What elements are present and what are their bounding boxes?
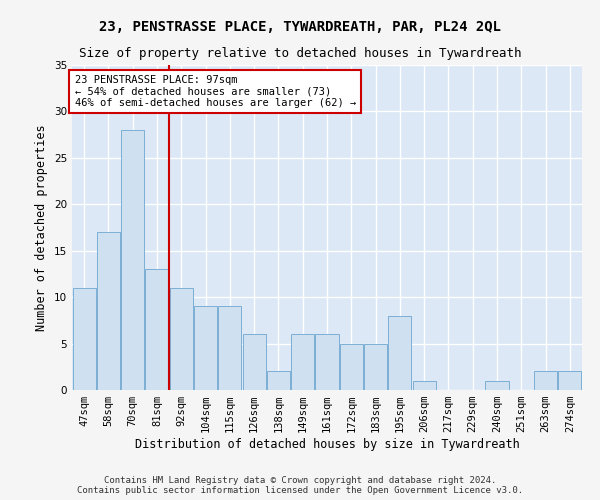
Bar bbox=[534, 372, 557, 390]
X-axis label: Distribution of detached houses by size in Tywardreath: Distribution of detached houses by size … bbox=[134, 438, 520, 451]
Bar bbox=[73, 288, 95, 390]
Bar bbox=[340, 344, 363, 390]
Bar bbox=[242, 334, 266, 390]
Y-axis label: Number of detached properties: Number of detached properties bbox=[35, 124, 49, 331]
Bar bbox=[388, 316, 412, 390]
Bar bbox=[145, 270, 169, 390]
Bar bbox=[218, 306, 241, 390]
Bar bbox=[364, 344, 387, 390]
Bar bbox=[97, 232, 120, 390]
Bar bbox=[170, 288, 193, 390]
Bar bbox=[194, 306, 217, 390]
Bar bbox=[559, 372, 581, 390]
Bar bbox=[413, 380, 436, 390]
Bar bbox=[291, 334, 314, 390]
Text: Size of property relative to detached houses in Tywardreath: Size of property relative to detached ho… bbox=[79, 48, 521, 60]
Text: 23, PENSTRASSE PLACE, TYWARDREATH, PAR, PL24 2QL: 23, PENSTRASSE PLACE, TYWARDREATH, PAR, … bbox=[99, 20, 501, 34]
Bar bbox=[485, 380, 509, 390]
Text: 23 PENSTRASSE PLACE: 97sqm
← 54% of detached houses are smaller (73)
46% of semi: 23 PENSTRASSE PLACE: 97sqm ← 54% of deta… bbox=[74, 74, 356, 108]
Bar bbox=[121, 130, 144, 390]
Bar bbox=[316, 334, 338, 390]
Bar bbox=[267, 372, 290, 390]
Text: Contains HM Land Registry data © Crown copyright and database right 2024.
Contai: Contains HM Land Registry data © Crown c… bbox=[77, 476, 523, 495]
